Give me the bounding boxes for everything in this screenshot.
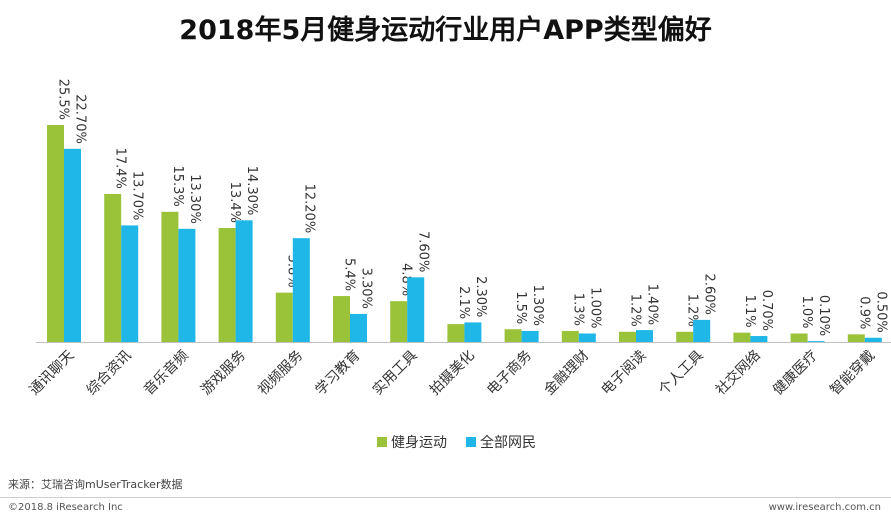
category-label: 音乐音频: [140, 347, 192, 399]
data-label: 25.5%: [56, 79, 71, 120]
category-label: 实用工具: [370, 348, 421, 399]
bar-all-users-0: [64, 148, 81, 342]
data-label: 1.5%: [513, 291, 528, 324]
category-label: 视频服务: [255, 348, 306, 399]
data-label: 1.00%: [587, 287, 602, 328]
data-label: 5.4%: [342, 258, 357, 291]
data-label: 13.4%: [227, 182, 242, 223]
data-label: 14.30%: [244, 166, 259, 216]
bar-fitness-12: [733, 332, 751, 342]
data-label: 7.60%: [416, 231, 431, 272]
bar-all-users-6: [407, 277, 425, 342]
category-label: 游戏服务: [198, 348, 249, 399]
data-label: 3.30%: [359, 268, 374, 309]
website-text: www.iresearch.com.cn: [768, 502, 881, 513]
category-label: 社交网络: [712, 347, 764, 399]
bar-fitness-4: [275, 292, 293, 342]
data-label: 1.2%: [685, 294, 700, 327]
category-label: 电子阅读: [598, 347, 650, 399]
bar-fitness-8: [504, 329, 522, 342]
bar-fitness-0: [47, 125, 64, 342]
bar-fitness-2: [161, 211, 179, 342]
data-label: 1.40%: [645, 284, 660, 325]
bar-all-users-2: [178, 228, 196, 342]
category-label: 智能穿戴: [827, 348, 878, 399]
copyright-text: ©2018.8 iResearch Inc: [8, 502, 123, 513]
category-label: 健康医疗: [769, 347, 821, 399]
bar-fitness-1: [104, 193, 122, 342]
data-label: 15.3%: [170, 165, 185, 206]
bar-all-users-11: [693, 319, 711, 342]
category-label: 个人工具: [656, 348, 707, 399]
bar-all-users-12: [750, 336, 768, 342]
legend-swatch-all-users: [466, 437, 476, 447]
category-label: 学习教育: [313, 348, 364, 399]
footer-divider: [0, 497, 891, 498]
category-label: 综合资讯: [84, 348, 135, 399]
chart-title: 2018年5月健身运动行业用户APP类型偏好: [179, 15, 712, 46]
data-label: 0.50%: [873, 291, 888, 332]
data-label: 22.70%: [73, 94, 88, 144]
bar-all-users-5: [350, 313, 367, 342]
bar-all-users-7: [464, 322, 482, 342]
data-label: 0.70%: [759, 290, 774, 331]
data-label: 17.4%: [113, 148, 128, 189]
bar-fitness-5: [333, 296, 350, 342]
data-label: 1.3%: [570, 293, 585, 326]
bar-all-users-8: [521, 330, 539, 342]
category-label: 金融理财: [541, 348, 592, 399]
bar-fitness-7: [447, 324, 465, 342]
legend-label: 全部网民: [480, 434, 536, 451]
legend-swatch-fitness: [377, 437, 387, 447]
data-label: 13.30%: [187, 174, 202, 224]
data-label: 13.70%: [130, 171, 145, 221]
data-label: 1.2%: [628, 294, 643, 327]
data-label: 12.20%: [301, 184, 316, 234]
data-label: 2.30%: [473, 276, 488, 317]
bar-fitness-14: [847, 334, 865, 342]
bar-all-users-3: [235, 220, 253, 342]
data-label: 1.30%: [530, 285, 545, 326]
bar-fitness-3: [218, 227, 236, 342]
bar-all-users-1: [121, 225, 139, 342]
bar-all-users-14: [864, 337, 882, 342]
bar-all-users-9: [578, 333, 596, 342]
bar-all-users-13: [807, 341, 825, 342]
data-label: 0.9%: [856, 296, 871, 329]
category-label: 电子商务: [484, 348, 535, 399]
bar-fitness-9: [561, 330, 579, 342]
data-label: 1.0%: [799, 295, 814, 328]
legend-label: 健身运动: [391, 435, 447, 451]
category-label: 拍摄美化: [427, 348, 478, 399]
bar-fitness-6: [390, 301, 408, 342]
bar-fitness-11: [676, 331, 694, 342]
data-label: 2.1%: [456, 286, 471, 319]
bar-fitness-10: [619, 331, 636, 342]
category-label: 通讯聊天: [27, 348, 78, 399]
source-note: 来源：艾瑞咨询mUserTracker数据: [8, 478, 183, 491]
bar-all-users-4: [292, 238, 310, 342]
bar-fitness-13: [790, 333, 808, 342]
data-label: 1.1%: [742, 295, 757, 328]
data-label: 2.60%: [702, 274, 717, 315]
bar-all-users-10: [636, 330, 653, 342]
data-label: 0.10%: [816, 295, 831, 336]
bar-chart: 25.5% 22.70% 通讯聊天 17.4%13.70% 综合资讯 15.3% 13.30…: [27, 79, 891, 451]
